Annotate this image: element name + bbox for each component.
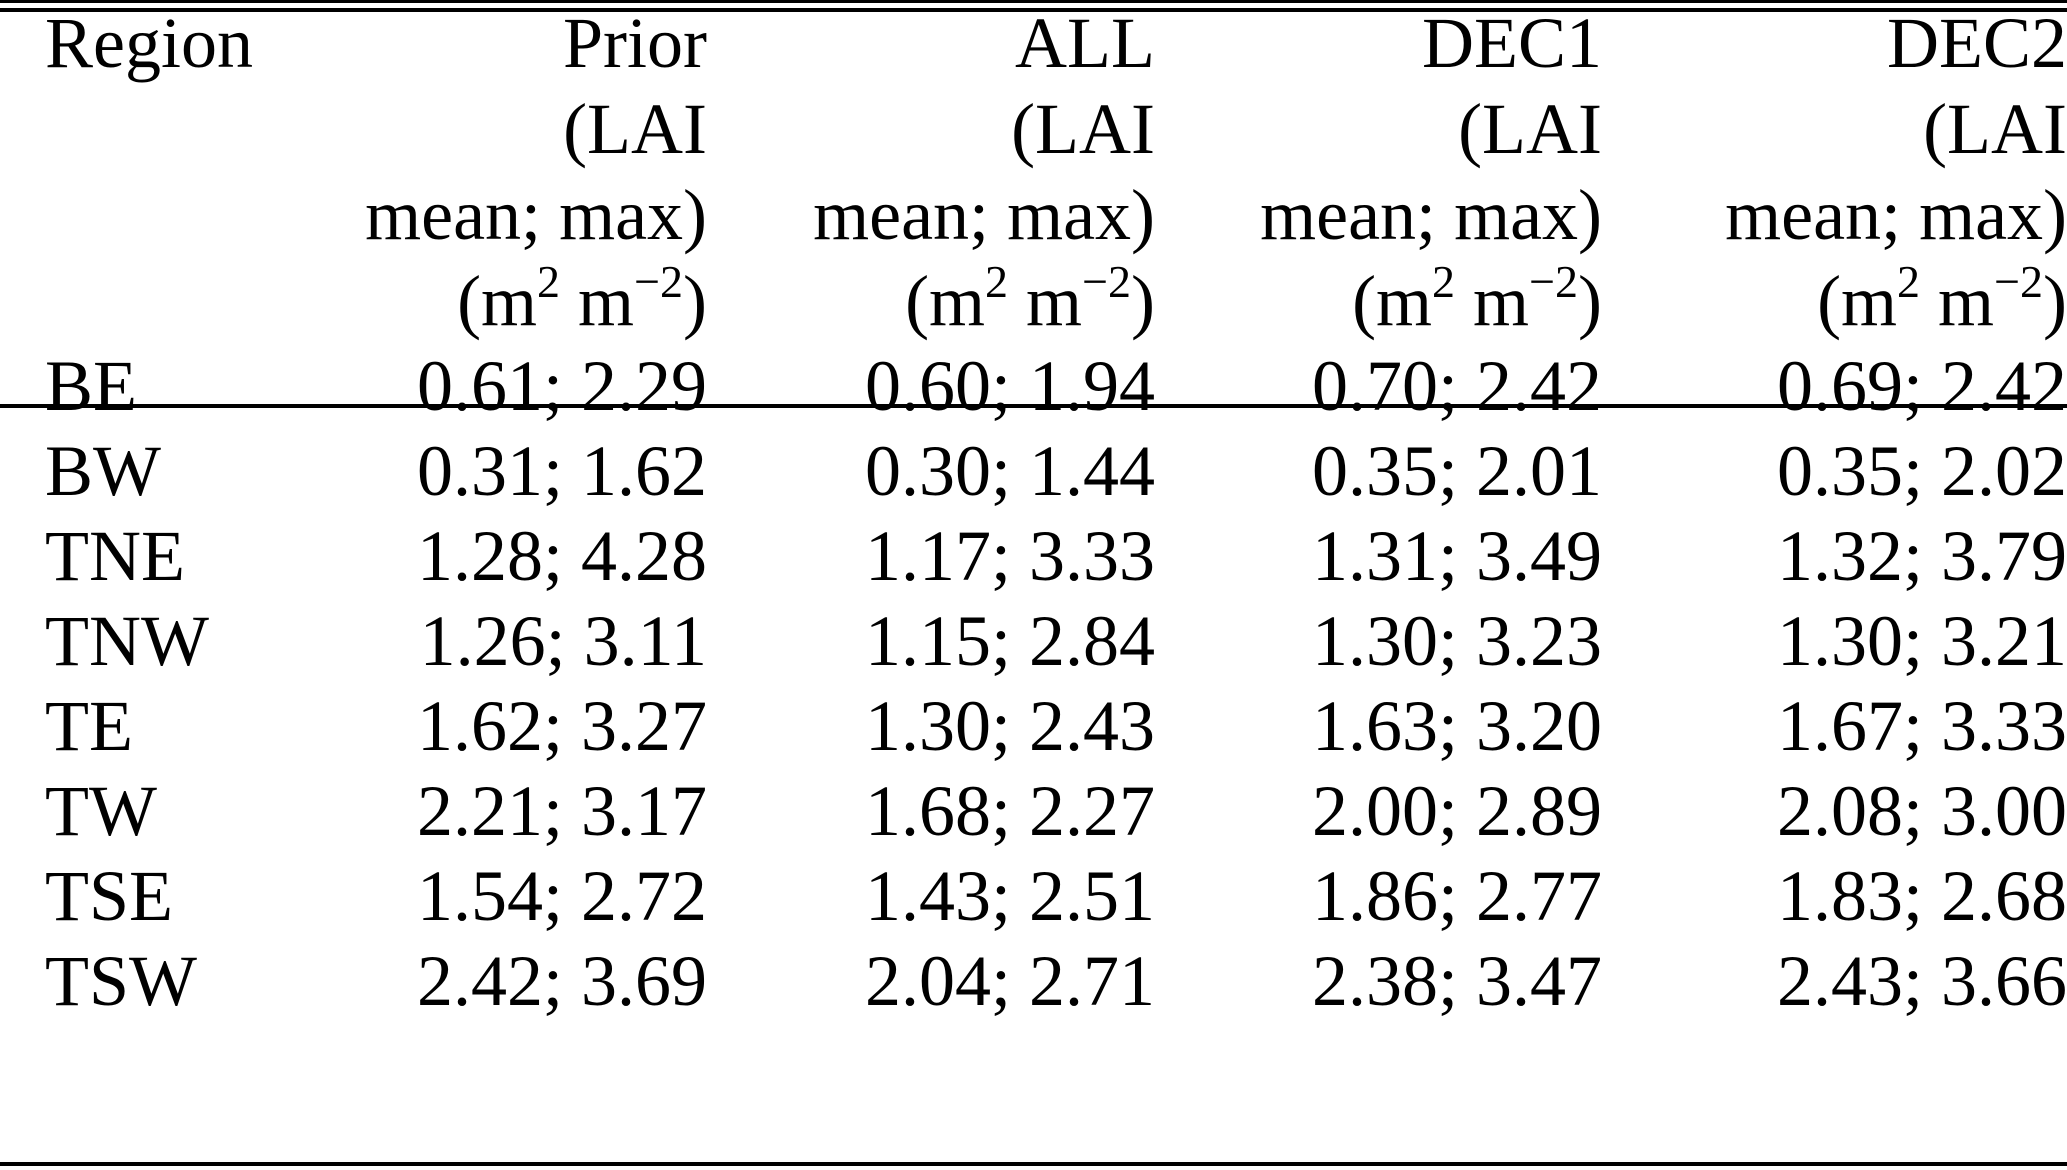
lai-statistics-table: Region Prior (LAI mean; max) (m2 m−2) AL… [0, 0, 2067, 1024]
value-cell: 1.26; 3.11 [419, 601, 707, 681]
region-label: BW [45, 431, 161, 511]
region-label: TNE [45, 516, 185, 596]
table-row: TSW 2.42; 3.69 2.04; 2.71 2.38; 3.47 2.4… [0, 939, 2067, 1024]
top-rule-outer [0, 0, 2067, 3]
value-cell: 0.69; 2.42 [1776, 346, 2067, 426]
column-title: Prior [563, 3, 707, 83]
column-subtitle: (LAI [1923, 89, 2067, 169]
column-subtitle: mean; max) [1725, 175, 2067, 255]
unit-exponent: 2 [537, 256, 561, 307]
column-header-prior: Prior (LAI mean; max) (m2 m−2) [300, 0, 707, 344]
table-row: BE 0.61; 2.29 0.60; 1.94 0.70; 2.42 0.69… [0, 344, 2067, 429]
value-cell: 1.30; 3.23 [1311, 601, 1602, 681]
region-label: TW [45, 771, 157, 851]
value-cell: 0.35; 2.02 [1776, 431, 2067, 511]
column-subtitle: mean; max) [1260, 175, 1602, 255]
value-cell: 2.00; 2.89 [1311, 771, 1602, 851]
column-header-all: ALL (LAI mean; max) (m2 m−2) [707, 0, 1155, 344]
value-cell: 1.28; 4.28 [416, 516, 707, 596]
unit-text: ) [1131, 261, 1155, 341]
column-subtitle: mean; max) [813, 175, 1155, 255]
value-cell: 0.60; 1.94 [864, 346, 1155, 426]
value-cell: 1.17; 3.33 [864, 516, 1155, 596]
column-subtitle: mean; max) [365, 175, 707, 255]
top-rule-inner [0, 8, 2067, 12]
table-row: TE 1.62; 3.27 1.30; 2.43 1.63; 3.20 1.67… [0, 684, 2067, 769]
header-divider-rule [0, 404, 2067, 408]
unit-text: (m [1352, 261, 1433, 341]
value-cell: 0.35; 2.01 [1311, 431, 1602, 511]
unit-text: (m [1817, 261, 1898, 341]
table-row: TW 2.21; 3.17 1.68; 2.27 2.00; 2.89 2.08… [0, 769, 2067, 854]
value-cell: 2.43; 3.66 [1776, 941, 2067, 1021]
unit-text: m [560, 261, 635, 341]
region-label: TSW [45, 941, 197, 1021]
unit-exponent: 2 [985, 256, 1009, 307]
column-header-dec1: DEC1 (LAI mean; max) (m2 m−2) [1155, 0, 1602, 344]
value-cell: 2.04; 2.71 [864, 941, 1155, 1021]
value-cell: 1.63; 3.20 [1311, 686, 1602, 766]
region-label: TE [45, 686, 133, 766]
unit-exponent: 2 [1432, 256, 1456, 307]
unit-exponent: −2 [1529, 256, 1579, 307]
column-title: DEC2 [1887, 3, 2067, 83]
unit-text: m [1920, 261, 1995, 341]
region-label: BE [45, 346, 138, 426]
region-header-label: Region [45, 3, 253, 83]
unit-text: (m [457, 261, 538, 341]
unit-text: ) [1578, 261, 1602, 341]
value-cell: 0.31; 1.62 [416, 431, 707, 511]
unit-text: (m [905, 261, 986, 341]
header-row: Region Prior (LAI mean; max) (m2 m−2) AL… [0, 0, 2067, 344]
value-cell: 1.30; 3.21 [1776, 601, 2067, 681]
value-cell: 1.43; 2.51 [864, 856, 1155, 936]
value-cell: 1.62; 3.27 [416, 686, 707, 766]
value-cell: 1.86; 2.77 [1311, 856, 1602, 936]
unit-text: m [1008, 261, 1083, 341]
column-unit: (m2 m−2) [707, 258, 1155, 344]
column-subtitle: (LAI [1011, 89, 1155, 169]
column-title: DEC1 [1422, 3, 1602, 83]
value-cell: 1.67; 3.33 [1776, 686, 2067, 766]
column-unit: (m2 m−2) [1602, 258, 2067, 344]
table-row: TNW 1.26; 3.11 1.15; 2.84 1.30; 3.23 1.3… [0, 599, 2067, 684]
column-header-region: Region [0, 0, 300, 344]
value-cell: 2.21; 3.17 [416, 771, 707, 851]
unit-exponent: −2 [1082, 256, 1132, 307]
value-cell: 0.30; 1.44 [864, 431, 1155, 511]
value-cell: 1.54; 2.72 [416, 856, 707, 936]
value-cell: 1.31; 3.49 [1311, 516, 1602, 596]
column-unit: (m2 m−2) [1155, 258, 1602, 344]
unit-exponent: −2 [1994, 256, 2044, 307]
unit-text: m [1455, 261, 1530, 341]
region-label: TSE [45, 856, 174, 936]
table-row: TNE 1.28; 4.28 1.17; 3.33 1.31; 3.49 1.3… [0, 514, 2067, 599]
table-row: TSE 1.54; 2.72 1.43; 2.51 1.86; 2.77 1.8… [0, 854, 2067, 939]
unit-exponent: 2 [1897, 256, 1921, 307]
table-row: BW 0.31; 1.62 0.30; 1.44 0.35; 2.01 0.35… [0, 429, 2067, 514]
column-title: ALL [1015, 3, 1155, 83]
column-subtitle: (LAI [1458, 89, 1602, 169]
value-cell: 0.70; 2.42 [1311, 346, 1602, 426]
column-unit: (m2 m−2) [300, 258, 707, 344]
region-label: TNW [45, 601, 209, 681]
value-cell: 1.68; 2.27 [864, 771, 1155, 851]
value-cell: 2.42; 3.69 [416, 941, 707, 1021]
unit-exponent: −2 [634, 256, 684, 307]
column-subtitle: (LAI [563, 89, 707, 169]
unit-text: ) [2043, 261, 2067, 341]
value-cell: 2.08; 3.00 [1776, 771, 2067, 851]
value-cell: 1.32; 3.79 [1776, 516, 2067, 596]
value-cell: 1.30; 2.43 [864, 686, 1155, 766]
column-header-dec2: DEC2 (LAI mean; max) (m2 m−2) [1602, 0, 2067, 344]
value-cell: 2.38; 3.47 [1311, 941, 1602, 1021]
value-cell: 0.61; 2.29 [416, 346, 707, 426]
unit-text: ) [683, 261, 707, 341]
value-cell: 1.15; 2.84 [864, 601, 1155, 681]
value-cell: 1.83; 2.68 [1776, 856, 2067, 936]
bottom-rule [0, 1162, 2067, 1166]
